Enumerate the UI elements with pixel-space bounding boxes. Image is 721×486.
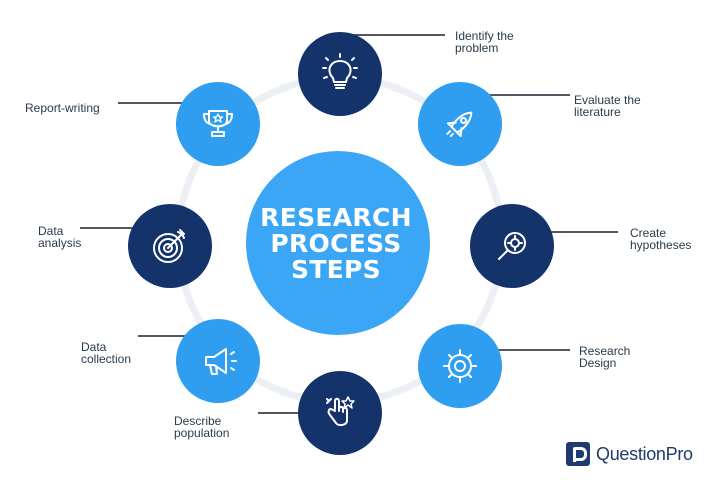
circle-describe-population — [298, 371, 382, 455]
circle-identify-problem — [298, 32, 382, 116]
center-title-line2: PROCESS — [270, 229, 402, 258]
label-line: Describe — [174, 414, 222, 428]
center-circle — [246, 151, 430, 335]
label-evaluate-literature: Evaluate the literature — [574, 94, 641, 118]
label-data-collection: Data collection — [81, 341, 131, 365]
rocket-icon — [446, 111, 473, 138]
label-line: collection — [81, 352, 132, 366]
trophy-icon — [203, 110, 233, 137]
circle-evaluate-literature — [418, 82, 502, 166]
label-describe-population: Describe population — [174, 415, 229, 439]
label-line: hypotheses — [630, 238, 692, 252]
target-icon — [153, 229, 185, 263]
circle-research-design — [418, 324, 502, 408]
label-line: Data — [38, 224, 64, 238]
hand-stars-icon — [326, 396, 355, 427]
label-line: Research — [579, 344, 631, 358]
label-report-writing: Report-writing — [25, 102, 100, 114]
lightbulb-icon — [322, 53, 358, 89]
circle-report-writing — [176, 82, 260, 166]
label-line: Identify the — [455, 29, 514, 43]
label-identify-problem: Identify the problem — [455, 30, 514, 54]
logo-mark-icon — [566, 442, 590, 466]
questionpro-logo: QuestionPro — [566, 440, 693, 468]
label-line: analysis — [38, 236, 82, 250]
gear-icon — [443, 349, 477, 383]
label-line: population — [174, 426, 230, 440]
label-line: problem — [455, 41, 499, 55]
center-title-line3: STEPS — [291, 255, 381, 284]
label-line: Design — [579, 356, 617, 370]
label-line: Evaluate the — [574, 93, 641, 107]
label-line: Data — [81, 340, 107, 354]
label-line: literature — [574, 105, 621, 119]
circle-data-collection — [176, 319, 260, 403]
label-research-design: Research Design — [579, 345, 630, 369]
label-line: Report-writing — [25, 101, 100, 115]
magnifier-target-icon — [498, 232, 526, 260]
label-create-hypotheses: Create hypotheses — [630, 227, 691, 251]
label-data-analysis: Data analysis — [38, 225, 81, 249]
center-title-line1: RESEARCH — [260, 203, 412, 232]
megaphone-icon — [205, 348, 237, 375]
center-title: RESEARCH PROCESS STEPS — [238, 205, 434, 283]
logo-text: QuestionPro — [596, 443, 693, 464]
label-line: Create — [630, 226, 667, 240]
